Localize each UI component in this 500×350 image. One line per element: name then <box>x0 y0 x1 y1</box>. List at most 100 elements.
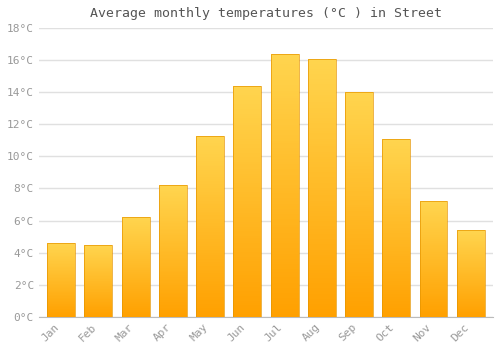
Bar <box>234 215 262 217</box>
Bar <box>420 201 448 317</box>
Bar <box>47 313 75 314</box>
Bar <box>457 287 484 288</box>
Bar <box>196 206 224 208</box>
Bar <box>420 236 448 237</box>
Bar <box>234 181 262 183</box>
Bar <box>196 309 224 312</box>
Bar <box>382 224 410 226</box>
Bar <box>382 281 410 283</box>
Bar <box>159 198 187 200</box>
Bar <box>84 290 112 291</box>
Bar <box>270 67 298 70</box>
Bar <box>382 197 410 199</box>
Bar <box>382 233 410 235</box>
Bar <box>382 203 410 205</box>
Bar <box>122 278 150 279</box>
Bar <box>420 285 448 286</box>
Bar <box>345 216 373 218</box>
Bar <box>345 310 373 312</box>
Bar <box>159 193 187 195</box>
Bar <box>159 237 187 238</box>
Bar <box>159 197 187 198</box>
Bar <box>382 302 410 304</box>
Bar <box>382 260 410 261</box>
Bar <box>159 280 187 281</box>
Bar <box>270 146 298 148</box>
Bar <box>345 196 373 198</box>
Bar <box>382 312 410 313</box>
Bar <box>382 180 410 182</box>
Bar <box>308 185 336 188</box>
Bar <box>84 280 112 281</box>
Bar <box>420 221 448 222</box>
Bar <box>308 120 336 123</box>
Bar <box>420 276 448 278</box>
Bar <box>270 62 298 64</box>
Bar <box>382 315 410 317</box>
Bar <box>159 308 187 309</box>
Bar <box>196 264 224 266</box>
Bar <box>270 75 298 77</box>
Bar <box>420 262 448 264</box>
Bar <box>270 183 298 185</box>
Bar <box>270 288 298 290</box>
Bar <box>345 256 373 258</box>
Bar <box>382 246 410 247</box>
Bar <box>159 284 187 285</box>
Bar <box>122 246 150 247</box>
Bar <box>47 295 75 296</box>
Bar <box>270 301 298 304</box>
Bar <box>457 276 484 277</box>
Bar <box>196 137 224 139</box>
Bar <box>234 136 262 139</box>
Bar <box>420 286 448 287</box>
Bar <box>308 226 336 229</box>
Bar <box>234 247 262 250</box>
Bar <box>122 302 150 303</box>
Bar <box>122 248 150 249</box>
Bar <box>382 308 410 310</box>
Bar <box>308 103 336 105</box>
Bar <box>159 267 187 268</box>
Bar <box>420 273 448 274</box>
Bar <box>308 265 336 268</box>
Bar <box>382 144 410 146</box>
Bar <box>196 224 224 226</box>
Bar <box>196 188 224 190</box>
Bar <box>84 266 112 267</box>
Bar <box>420 213 448 214</box>
Bar <box>308 92 336 95</box>
Bar <box>122 271 150 272</box>
Bar <box>382 210 410 212</box>
Bar <box>457 236 484 237</box>
Bar <box>308 283 336 286</box>
Bar <box>345 272 373 274</box>
Bar <box>457 249 484 250</box>
Bar <box>122 305 150 306</box>
Bar <box>84 308 112 309</box>
Bar <box>382 290 410 292</box>
Bar <box>84 314 112 315</box>
Bar <box>47 309 75 310</box>
Bar <box>457 258 484 259</box>
Bar <box>382 215 410 217</box>
Bar <box>457 309 484 310</box>
Bar <box>308 87 336 90</box>
Bar <box>159 272 187 273</box>
Bar <box>382 176 410 178</box>
Bar <box>420 297 448 298</box>
Bar <box>122 289 150 290</box>
Bar <box>345 288 373 290</box>
Bar <box>47 305 75 306</box>
Bar <box>159 250 187 251</box>
Bar <box>159 293 187 294</box>
Bar <box>308 208 336 211</box>
Bar <box>382 269 410 271</box>
Bar <box>420 310 448 311</box>
Bar <box>159 290 187 292</box>
Bar <box>270 138 298 141</box>
Bar <box>47 276 75 277</box>
Bar <box>84 295 112 296</box>
Bar <box>420 264 448 265</box>
Bar <box>420 295 448 296</box>
